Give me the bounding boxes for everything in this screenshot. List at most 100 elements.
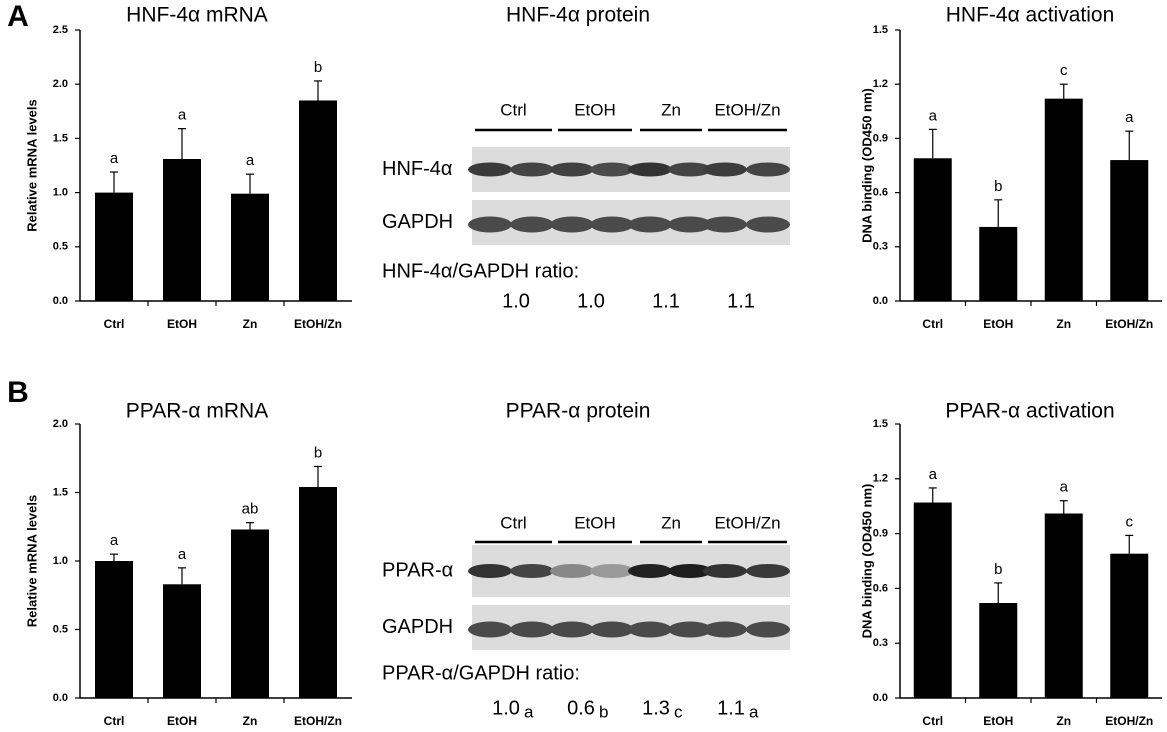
y-tick-label: 0.3: [873, 241, 888, 253]
significance-letter: a: [246, 152, 255, 169]
y-axis-label: Relative mRNA levels: [24, 99, 39, 231]
bar: [163, 584, 201, 698]
blot-band: [746, 564, 790, 578]
bar: [1044, 98, 1083, 301]
x-tick-label: EtOH/Zn: [294, 317, 342, 331]
blot-row-label: HNF-4α: [382, 158, 452, 180]
blot-band: [628, 162, 672, 177]
y-tick-label: 0.6: [873, 187, 888, 199]
blot-band: [590, 621, 634, 638]
y-axis-label: Relative mRNA levels: [24, 495, 39, 627]
x-tick-label: Zn: [1056, 714, 1071, 728]
y-tick-label: 1.0: [53, 187, 68, 199]
bar: [299, 100, 337, 302]
blot-band: [550, 216, 594, 233]
bar: [163, 158, 201, 301]
error-bar: [994, 582, 1003, 604]
x-tick-label: Zn: [243, 317, 258, 331]
bar: [1044, 513, 1083, 698]
significance-letter: b: [314, 59, 322, 76]
x-tick-label: EtOH/Zn: [1105, 714, 1153, 728]
chart-title: HNF-4α mRNA: [126, 4, 268, 27]
blot-band: [468, 621, 512, 638]
lane-group-label: EtOH/Zn: [714, 513, 780, 532]
bar: [299, 487, 337, 698]
x-tick-label: EtOH: [167, 714, 197, 728]
y-tick-label: 1.5: [53, 132, 68, 144]
significance-letter: ab: [242, 501, 259, 518]
x-tick-label: EtOH: [167, 317, 197, 331]
blot-band: [668, 216, 712, 233]
ratio-value: 1.0: [577, 290, 605, 312]
x-tick-label: Zn: [243, 714, 258, 728]
y-tick-label: 1.5: [873, 24, 888, 36]
x-tick-label: Ctrl: [922, 714, 943, 728]
blot-band: [703, 162, 747, 177]
chart-title: PPAR-α mRNA: [126, 400, 268, 423]
blot-row-label: PPAR-α: [382, 559, 453, 581]
y-tick-label: 1.5: [53, 486, 68, 498]
ratio-letter: b: [599, 702, 608, 721]
lane-group-label: EtOH: [574, 513, 616, 532]
error-bar: [928, 128, 937, 159]
y-tick-label: 0.3: [873, 637, 888, 649]
ratio-value: 1.3: [642, 697, 670, 719]
blot-title: PPAR-α protein: [506, 400, 651, 423]
significance-letter: a: [110, 150, 119, 167]
y-axis-label: DNA binding (OD450 nm): [859, 484, 874, 639]
y-tick-label: 1.5: [873, 418, 888, 430]
bar: [913, 158, 952, 301]
bar: [95, 561, 133, 698]
y-tick-label: 0.0: [53, 692, 68, 704]
ratio-letter: a: [524, 702, 534, 721]
error-bar: [110, 553, 118, 561]
blot-band: [703, 621, 747, 638]
bar: [913, 502, 952, 698]
blot-band: [468, 216, 512, 233]
significance-letter: b: [994, 561, 1002, 578]
y-tick-label: 1.2: [873, 473, 888, 485]
blot-title: HNF-4α protein: [506, 4, 650, 27]
lane-group-label: EtOH: [574, 100, 616, 119]
ratio-title: PPAR-α/GAPDH ratio:: [382, 662, 580, 684]
ratio-value: 1.1: [717, 697, 745, 719]
y-tick-label: 0.9: [873, 132, 888, 144]
blot-band: [703, 216, 747, 233]
blot-band: [628, 216, 672, 233]
blot-row-label: GAPDH: [382, 616, 453, 638]
blot-band: [628, 564, 672, 578]
error-bar: [314, 465, 322, 488]
y-tick-label: 2.5: [53, 24, 68, 36]
blot-band: [703, 564, 747, 578]
significance-letter: a: [178, 546, 187, 563]
significance-letter: a: [929, 466, 938, 483]
blot-band: [590, 216, 634, 233]
y-tick-label: 0.0: [873, 692, 888, 704]
bar: [979, 603, 1018, 698]
blot-band: [628, 621, 672, 638]
significance-letter: b: [314, 444, 322, 461]
blot-band: [510, 621, 554, 638]
significance-letter: a: [1060, 479, 1069, 496]
blot-band: [550, 162, 594, 177]
error-bar: [1125, 534, 1134, 554]
y-tick-label: 2.0: [53, 78, 68, 90]
blot-band: [510, 162, 554, 177]
x-tick-label: Ctrl: [922, 317, 943, 331]
panel-label: B: [7, 376, 29, 409]
blot-band: [550, 621, 594, 638]
blot-band: [510, 216, 554, 233]
x-tick-label: Zn: [1056, 317, 1071, 331]
ratio-letter: c: [674, 702, 683, 721]
bar: [231, 193, 269, 301]
lane-group-label: Ctrl: [500, 100, 526, 119]
panel-label: A: [7, 0, 29, 33]
y-tick-label: 1.2: [873, 78, 888, 90]
significance-letter: a: [178, 107, 187, 124]
blot-band: [550, 564, 594, 578]
y-tick-label: 0.5: [53, 241, 68, 253]
bar: [231, 529, 269, 698]
bar: [1110, 160, 1149, 301]
error-bar: [178, 567, 186, 585]
